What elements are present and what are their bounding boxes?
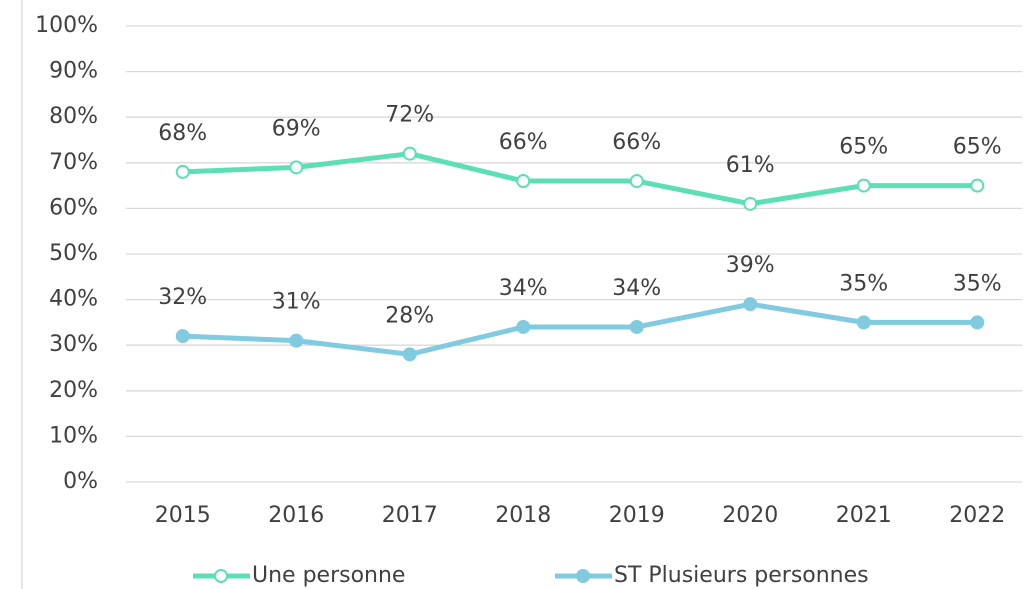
- point: [970, 178, 985, 193]
- y-tick-label: 100%: [35, 13, 98, 38]
- x-tick-label: 2016: [268, 503, 324, 528]
- data-label: 35%: [839, 271, 888, 296]
- point: [743, 196, 758, 211]
- point: [516, 319, 531, 334]
- data-label: 35%: [953, 271, 1002, 296]
- point: [175, 164, 190, 179]
- point: [629, 174, 644, 189]
- y-tick-label: 80%: [49, 104, 98, 129]
- point: [289, 160, 304, 175]
- point: [743, 297, 758, 312]
- data-label: 66%: [499, 130, 548, 155]
- legend-label: ST Plusieurs personnes: [614, 563, 869, 588]
- y-tick-label: 0%: [63, 469, 98, 494]
- point: [516, 174, 531, 189]
- x-tick-label: 2017: [382, 503, 438, 528]
- point: [289, 333, 304, 348]
- x-tick-label: 2015: [155, 503, 211, 528]
- point: [629, 319, 644, 334]
- legend-marker: [214, 569, 228, 583]
- point: [402, 347, 417, 362]
- data-label: 65%: [839, 135, 888, 160]
- point: [175, 329, 190, 344]
- point: [970, 315, 985, 330]
- data-label: 68%: [158, 121, 207, 146]
- point: [402, 146, 417, 161]
- x-tick-label: 2021: [836, 503, 892, 528]
- y-tick-label: 70%: [49, 150, 98, 175]
- y-tick-label: 90%: [49, 59, 98, 84]
- data-label: 39%: [726, 253, 775, 278]
- data-label: 32%: [158, 285, 207, 310]
- data-label: 66%: [612, 130, 661, 155]
- y-tick-label: 30%: [49, 332, 98, 357]
- x-tick-label: 2020: [722, 503, 778, 528]
- point: [856, 178, 871, 193]
- y-tick-label: 10%: [49, 423, 98, 448]
- data-label: 69%: [272, 116, 321, 141]
- data-label: 28%: [385, 303, 434, 328]
- series-line: [182, 151, 978, 207]
- data-label: 34%: [612, 276, 661, 301]
- data-label: 34%: [499, 276, 548, 301]
- x-tick-label: 2022: [949, 503, 1005, 528]
- data-label: 61%: [726, 153, 775, 178]
- data-label: 65%: [953, 135, 1002, 160]
- legend-marker: [576, 569, 590, 583]
- y-tick-label: 20%: [49, 378, 98, 403]
- y-tick-label: 50%: [49, 241, 98, 266]
- data-label: 31%: [272, 290, 321, 315]
- data-label: 72%: [385, 103, 434, 128]
- x-tick-label: 2019: [609, 503, 665, 528]
- point: [856, 315, 871, 330]
- x-tick-label: 2018: [495, 503, 551, 528]
- y-tick-label: 40%: [49, 287, 98, 312]
- y-tick-label: 60%: [49, 195, 98, 220]
- series-line: [182, 301, 978, 357]
- legend-label: Une personne: [252, 563, 405, 588]
